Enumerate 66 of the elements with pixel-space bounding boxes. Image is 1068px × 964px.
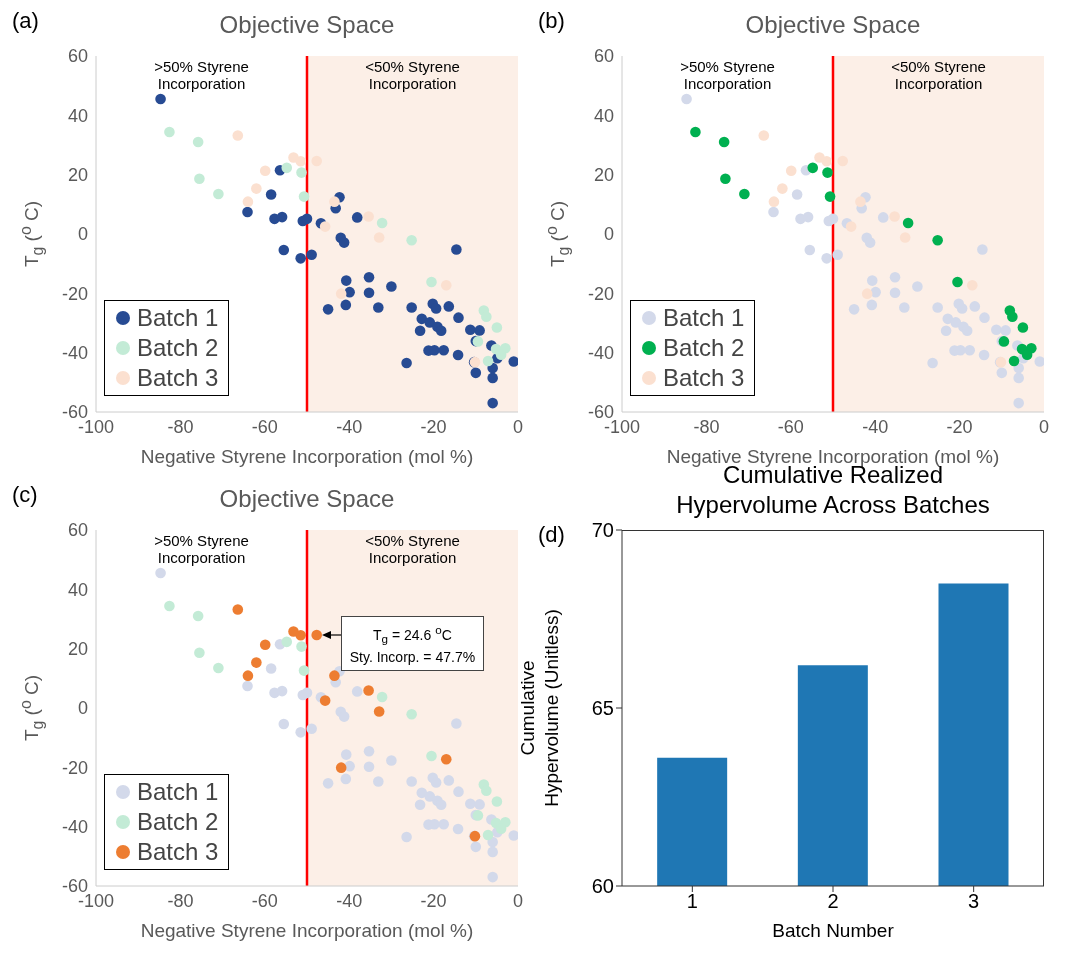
x-tick-label: -80 xyxy=(167,890,194,911)
x-tick-label: 0 xyxy=(512,890,524,911)
y-tick-label: 60 xyxy=(593,46,614,67)
text: (b) xyxy=(538,8,565,34)
annotation: >50% Styrene Incorporation xyxy=(153,58,250,92)
x-axis-title: Negative Styrene Incorporation (mol %) xyxy=(139,446,475,468)
x-tick-label: -20 xyxy=(420,416,447,437)
legend-label: Batch 1 xyxy=(137,777,219,807)
y-tick-label: -40 xyxy=(587,343,614,364)
x-tick-label: 0 xyxy=(512,416,524,437)
y-tick-label: -20 xyxy=(587,283,614,304)
text: (a) xyxy=(12,8,39,34)
x-tick-label: -60 xyxy=(251,416,278,437)
legend-label: Batch 2 xyxy=(137,807,219,837)
text: (c) xyxy=(12,482,38,508)
x-tick-label: -80 xyxy=(693,416,720,437)
x-tick-label: 3 xyxy=(968,890,980,913)
x-tick-label: -20 xyxy=(420,890,447,911)
legend-label: Batch 1 xyxy=(663,303,745,333)
chart-title: Objective Space xyxy=(744,10,922,40)
legend-label: Batch 3 xyxy=(137,837,219,867)
y-axis-title: Cumulative Hypervolume (Unitless) xyxy=(517,609,562,807)
annotation: <50% Styrene Incorporation xyxy=(890,58,987,92)
y-tick-label: 60 xyxy=(591,875,614,898)
legend-label: Batch 2 xyxy=(137,333,219,363)
y-tick-label: 20 xyxy=(593,165,614,186)
x-tick-label: -40 xyxy=(336,416,363,437)
y-tick-label: -20 xyxy=(61,757,88,778)
y-tick-label: 40 xyxy=(593,105,614,126)
y-tick-label: 60 xyxy=(67,520,88,541)
x-axis-title: Negative Styrene Incorporation (mol %) xyxy=(139,920,475,942)
y-tick-label: 65 xyxy=(591,697,614,720)
y-tick-label: -40 xyxy=(61,343,88,364)
legend-label: Batch 1 xyxy=(137,303,219,333)
x-tick-label: 1 xyxy=(686,890,698,913)
y-tick-label: 60 xyxy=(67,46,88,67)
annotation: >50% Styrene Incorporation xyxy=(679,58,776,92)
x-tick-label: 0 xyxy=(1038,416,1050,437)
legend-label: Batch 3 xyxy=(137,363,219,393)
y-tick-label: 20 xyxy=(67,639,88,660)
y-tick-label: 40 xyxy=(67,105,88,126)
y-tick-label: 70 xyxy=(591,519,614,542)
legend-label: Batch 3 xyxy=(663,363,745,393)
x-tick-label: -60 xyxy=(251,890,278,911)
y-tick-label: 40 xyxy=(67,579,88,600)
annotation: >50% Styrene Incorporation xyxy=(153,532,250,566)
x-tick-label: -80 xyxy=(167,416,194,437)
y-tick-label: -40 xyxy=(61,817,88,838)
y-tick-label: -20 xyxy=(61,283,88,304)
chart-title: Objective Space xyxy=(218,484,396,514)
y-tick-label: 0 xyxy=(77,698,88,719)
x-axis-title: Batch Number xyxy=(771,920,895,942)
x-tick-label: -20 xyxy=(946,416,973,437)
y-tick-label: 0 xyxy=(603,224,614,245)
annotation: T$_{g}$ = 24.6 $^{o}$C Sty. Incorp. = 47.7% xyxy=(340,616,485,672)
x-tick-label: -40 xyxy=(336,890,363,911)
annotation: <50% Styrene Incorporation xyxy=(364,532,461,566)
chart-title: Objective Space xyxy=(219,11,395,38)
annotation: <50% Styrene Incorporation xyxy=(364,58,461,92)
legend-label: Batch 2 xyxy=(663,333,745,363)
y-tick-label: 20 xyxy=(67,165,88,186)
y-tick-label: 0 xyxy=(77,224,88,245)
x-tick-label: 2 xyxy=(827,890,839,913)
text: (d) xyxy=(538,522,565,548)
x-tick-label: -60 xyxy=(777,416,804,437)
x-tick-label: -40 xyxy=(862,416,889,437)
